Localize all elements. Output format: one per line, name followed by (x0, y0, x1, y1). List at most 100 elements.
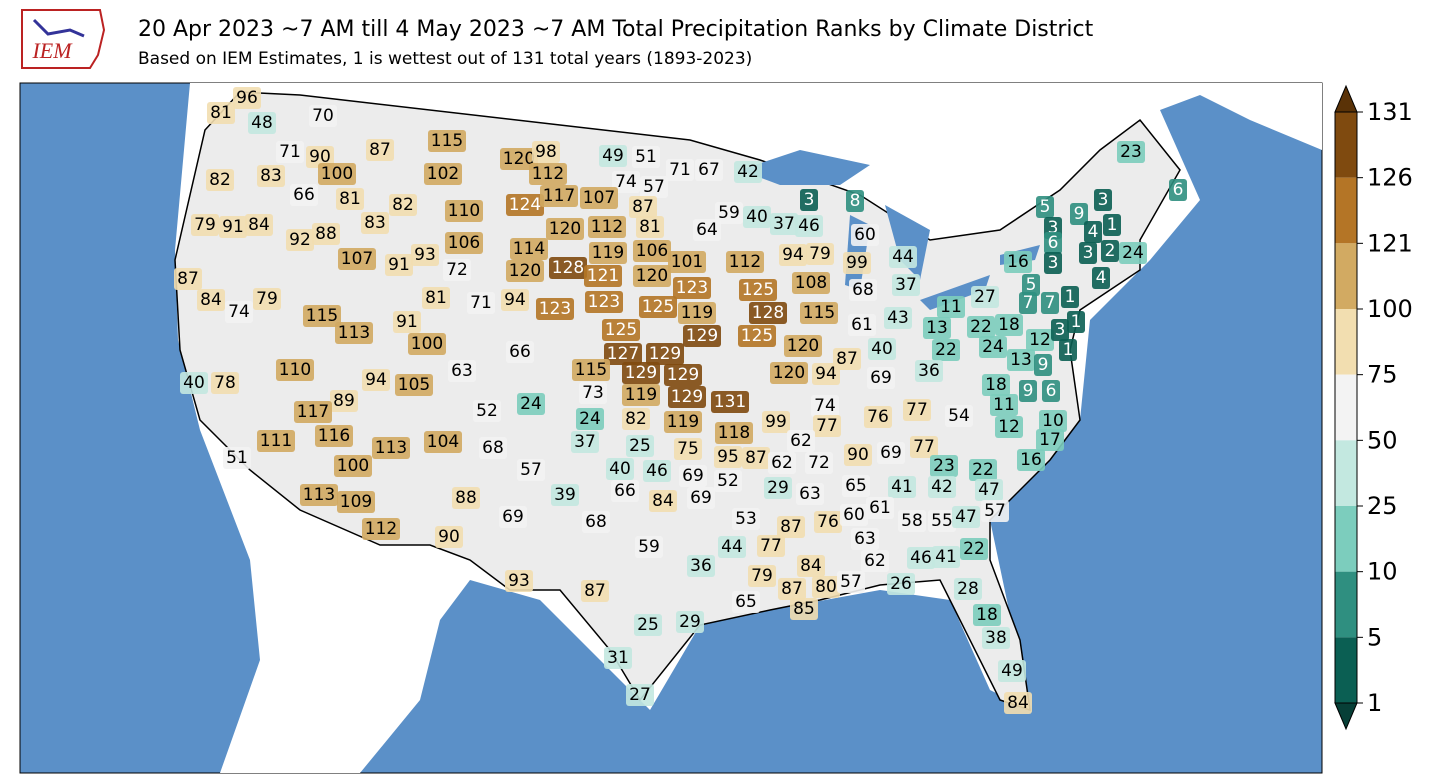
district-rank: 106 (636, 241, 668, 261)
district-rank: 76 (867, 407, 889, 427)
district-fill (714, 470, 742, 492)
district-fill (191, 214, 219, 236)
district-fill (805, 452, 833, 474)
district-rank: 113 (338, 323, 370, 343)
district-fill (887, 573, 915, 595)
district-fill (223, 447, 251, 469)
district-rank: 17 (1039, 430, 1061, 450)
district-rank: 106 (448, 233, 480, 253)
district-rank: 7 (1045, 293, 1056, 313)
district-fill (276, 141, 304, 163)
district-fill (1051, 319, 1069, 341)
district-rank: 84 (200, 290, 222, 310)
district-rank: 92 (289, 230, 311, 250)
district-fill (792, 272, 830, 294)
district-fill (315, 425, 353, 447)
district-fill (473, 400, 501, 422)
district-rank: 3 (1048, 218, 1059, 238)
district-fill (1117, 141, 1145, 163)
district-fill (589, 242, 627, 264)
district-rank: 66 (293, 185, 315, 205)
district-fill (1070, 203, 1088, 225)
district-fill (678, 302, 716, 324)
district-fill (867, 367, 895, 389)
district-rank: 110 (279, 360, 311, 380)
district-rank: 128 (552, 258, 584, 278)
district-rank: 128 (752, 303, 784, 323)
district-fill (517, 393, 545, 415)
district-rank: 115 (306, 306, 338, 326)
district-fill (693, 219, 721, 241)
district-fill (748, 565, 776, 587)
district-rank: 39 (554, 485, 576, 505)
district-fill (884, 307, 912, 329)
district-rank: 110 (448, 201, 480, 221)
district-fill (584, 265, 622, 287)
district-fill (479, 437, 507, 459)
district-fill (506, 341, 534, 363)
district-fill (932, 339, 960, 361)
district-fill (588, 216, 626, 238)
district-fill (687, 555, 715, 577)
district-fill (952, 506, 980, 528)
district-fill (604, 343, 642, 365)
district-fill (837, 571, 865, 593)
district-fill (668, 251, 706, 273)
district-rank: 129 (686, 326, 718, 346)
district-fill (1019, 292, 1037, 314)
district-rank: 100 (337, 456, 369, 476)
district-rank: 91 (396, 312, 418, 332)
district-fill (768, 452, 796, 474)
district-rank: 107 (583, 188, 615, 208)
district-rank: 93 (508, 571, 530, 591)
district-rank: 112 (365, 519, 397, 539)
district-rank: 37 (574, 432, 596, 452)
district-fill (971, 286, 999, 308)
district-rank: 99 (765, 412, 787, 432)
district-rank: 55 (931, 511, 953, 531)
district-rank: 16 (1020, 450, 1042, 470)
district-fill (848, 314, 876, 336)
district-fill (604, 647, 632, 669)
district-rank: 87 (632, 197, 654, 217)
district-rank: 85 (793, 599, 815, 619)
colorbar-tick-label: 50 (1367, 426, 1398, 454)
district-rank: 91 (388, 255, 410, 275)
district-rank: 124 (509, 195, 541, 215)
district-rank: 9 (1038, 355, 1049, 375)
district-fill (499, 506, 527, 528)
district-fill (634, 614, 662, 636)
district-rank: 82 (209, 170, 231, 190)
district-fill (633, 265, 671, 287)
district-fill (995, 416, 1023, 438)
district-fill (937, 296, 965, 318)
district-rank: 93 (414, 245, 436, 265)
district-rank: 74 (814, 396, 836, 416)
district-rank: 61 (869, 498, 891, 518)
district-rank: 46 (910, 548, 932, 568)
district-rank: 119 (592, 243, 624, 263)
district-rank: 77 (906, 400, 928, 420)
district-fill (674, 438, 702, 460)
district-rank: 82 (392, 195, 414, 215)
district-rank: 63 (854, 529, 876, 549)
district-rank: 88 (455, 488, 477, 508)
district-fill (840, 504, 868, 526)
district-fill (633, 240, 671, 262)
district-rank: 6 (1173, 180, 1184, 200)
lake-huron (885, 205, 930, 280)
district-fill (742, 447, 770, 469)
district-rank: 49 (1001, 661, 1023, 681)
district-rank: 81 (339, 189, 361, 209)
district-fill (664, 411, 702, 433)
district-rank: 24 (579, 409, 601, 429)
district-fill (982, 374, 1010, 396)
district-rank: 68 (585, 512, 607, 532)
district-fill (1036, 429, 1064, 451)
district-rank: 115 (575, 360, 607, 380)
district-rank: 1 (1107, 215, 1118, 235)
district-fill (695, 159, 723, 181)
district-fill (846, 190, 864, 212)
district-rank: 87 (836, 349, 858, 369)
colorbar-tick-label: 100 (1367, 295, 1413, 323)
